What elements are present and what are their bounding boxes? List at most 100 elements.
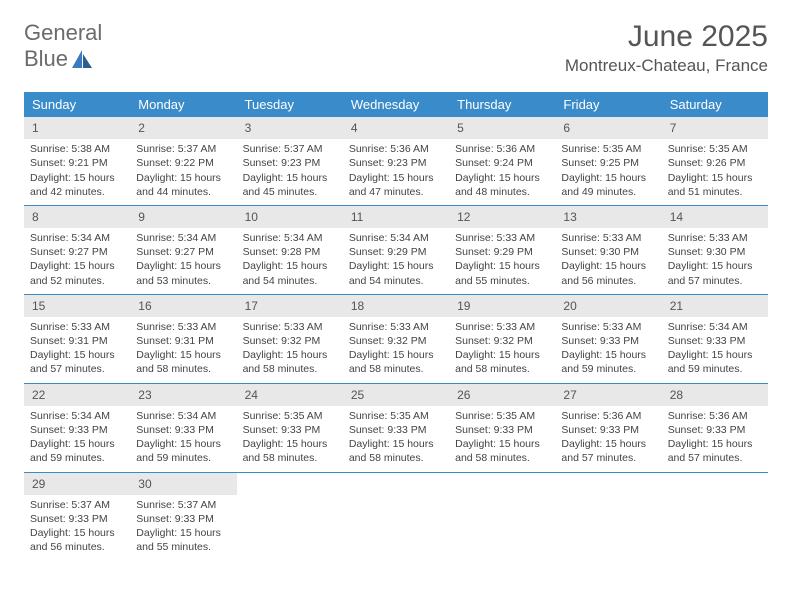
sunrise-line: Sunrise: 5:35 AM: [668, 142, 762, 156]
day-number: 5: [449, 117, 555, 139]
sunrise-line: Sunrise: 5:33 AM: [561, 320, 655, 334]
week-row: 22Sunrise: 5:34 AMSunset: 9:33 PMDayligh…: [24, 384, 768, 473]
day-number: 28: [662, 384, 768, 406]
sunset-line: Sunset: 9:33 PM: [136, 423, 230, 437]
day-cell: 17Sunrise: 5:33 AMSunset: 9:32 PMDayligh…: [237, 295, 343, 383]
day-cell: 16Sunrise: 5:33 AMSunset: 9:31 PMDayligh…: [130, 295, 236, 383]
sunset-line: Sunset: 9:32 PM: [243, 334, 337, 348]
daylight-line: Daylight: 15 hours and 58 minutes.: [136, 348, 230, 376]
daylight-line: Daylight: 15 hours and 57 minutes.: [30, 348, 124, 376]
day-cell: 7Sunrise: 5:35 AMSunset: 9:26 PMDaylight…: [662, 117, 768, 205]
sunset-line: Sunset: 9:32 PM: [349, 334, 443, 348]
day-cell: 11Sunrise: 5:34 AMSunset: 9:29 PMDayligh…: [343, 206, 449, 294]
sunset-line: Sunset: 9:29 PM: [349, 245, 443, 259]
daylight-line: Daylight: 15 hours and 55 minutes.: [136, 526, 230, 554]
daylight-line: Daylight: 15 hours and 59 minutes.: [561, 348, 655, 376]
day-number: 1: [24, 117, 130, 139]
sunset-line: Sunset: 9:33 PM: [668, 334, 762, 348]
day-number: 18: [343, 295, 449, 317]
daylight-line: Daylight: 15 hours and 53 minutes.: [136, 259, 230, 287]
day-number: 10: [237, 206, 343, 228]
sunset-line: Sunset: 9:33 PM: [30, 512, 124, 526]
daylight-line: Daylight: 15 hours and 56 minutes.: [30, 526, 124, 554]
header: General Blue June 2025 Montreux-Chateau,…: [24, 20, 768, 76]
day-cell: 9 Sunrise: 5:34 AMSunset: 9:27 PMDaylight…: [130, 206, 236, 294]
day-number: 17: [237, 295, 343, 317]
day-number: 29: [24, 473, 130, 495]
day-number: 23: [130, 384, 236, 406]
sunset-line: Sunset: 9:26 PM: [668, 156, 762, 170]
day-cell: 25Sunrise: 5:35 AMSunset: 9:33 PMDayligh…: [343, 384, 449, 472]
day-number: 16: [130, 295, 236, 317]
logo-gray: General: [24, 20, 102, 45]
sunrise-line: Sunrise: 5:35 AM: [243, 409, 337, 423]
empty-cell: [237, 473, 343, 561]
logo-sail-icon: [72, 50, 94, 68]
sunrise-line: Sunrise: 5:36 AM: [668, 409, 762, 423]
day-number: 27: [555, 384, 661, 406]
empty-cell: [555, 473, 661, 561]
sunset-line: Sunset: 9:32 PM: [455, 334, 549, 348]
daylight-line: Daylight: 15 hours and 51 minutes.: [668, 171, 762, 199]
sunrise-line: Sunrise: 5:38 AM: [30, 142, 124, 156]
day-number: 2: [130, 117, 236, 139]
sunrise-line: Sunrise: 5:34 AM: [30, 409, 124, 423]
day-number: 15: [24, 295, 130, 317]
daylight-line: Daylight: 15 hours and 59 minutes.: [30, 437, 124, 465]
day-cell: 4Sunrise: 5:36 AMSunset: 9:23 PMDaylight…: [343, 117, 449, 205]
month-title: June 2025: [565, 20, 768, 54]
location: Montreux-Chateau, France: [565, 56, 768, 76]
day-number: 4: [343, 117, 449, 139]
sunset-line: Sunset: 9:33 PM: [243, 423, 337, 437]
daylight-line: Daylight: 15 hours and 54 minutes.: [243, 259, 337, 287]
sunset-line: Sunset: 9:31 PM: [30, 334, 124, 348]
day-number: 12: [449, 206, 555, 228]
sunset-line: Sunset: 9:24 PM: [455, 156, 549, 170]
sunrise-line: Sunrise: 5:34 AM: [136, 231, 230, 245]
day-cell: 10 Sunrise: 5:34 AMSunset: 9:28 PMDayligh…: [237, 206, 343, 294]
day-cell: 24Sunrise: 5:35 AMSunset: 9:33 PMDayligh…: [237, 384, 343, 472]
sunset-line: Sunset: 9:33 PM: [455, 423, 549, 437]
day-number: 6: [555, 117, 661, 139]
day-cell: 3Sunrise: 5:37 AMSunset: 9:23 PMDaylight…: [237, 117, 343, 205]
day-cell: 29Sunrise: 5:37 AMSunset: 9:33 PMDayligh…: [24, 473, 130, 561]
day-number: 9: [130, 206, 236, 228]
empty-cell: [662, 473, 768, 561]
sunrise-line: Sunrise: 5:35 AM: [349, 409, 443, 423]
daylight-line: Daylight: 15 hours and 56 minutes.: [561, 259, 655, 287]
sunrise-line: Sunrise: 5:35 AM: [561, 142, 655, 156]
sunrise-line: Sunrise: 5:33 AM: [455, 231, 549, 245]
day-cell: 27Sunrise: 5:36 AMSunset: 9:33 PMDayligh…: [555, 384, 661, 472]
daylight-line: Daylight: 15 hours and 57 minutes.: [668, 259, 762, 287]
day-cell: 14Sunrise: 5:33 AMSunset: 9:30 PMDayligh…: [662, 206, 768, 294]
sunrise-line: Sunrise: 5:35 AM: [455, 409, 549, 423]
daylight-line: Daylight: 15 hours and 44 minutes.: [136, 171, 230, 199]
sunset-line: Sunset: 9:23 PM: [349, 156, 443, 170]
sunrise-line: Sunrise: 5:33 AM: [349, 320, 443, 334]
sunset-line: Sunset: 9:27 PM: [136, 245, 230, 259]
sunset-line: Sunset: 9:28 PM: [243, 245, 337, 259]
day-cell: 26Sunrise: 5:35 AMSunset: 9:33 PMDayligh…: [449, 384, 555, 472]
day-cell: 23Sunrise: 5:34 AMSunset: 9:33 PMDayligh…: [130, 384, 236, 472]
sunrise-line: Sunrise: 5:37 AM: [136, 142, 230, 156]
day-number: 30: [130, 473, 236, 495]
sunrise-line: Sunrise: 5:33 AM: [455, 320, 549, 334]
day-number: 26: [449, 384, 555, 406]
empty-cell: [343, 473, 449, 561]
daylight-line: Daylight: 15 hours and 47 minutes.: [349, 171, 443, 199]
day-cell: 30Sunrise: 5:37 AMSunset: 9:33 PMDayligh…: [130, 473, 236, 561]
day-cell: 6Sunrise: 5:35 AMSunset: 9:25 PMDaylight…: [555, 117, 661, 205]
sunrise-line: Sunrise: 5:34 AM: [243, 231, 337, 245]
sunrise-line: Sunrise: 5:34 AM: [349, 231, 443, 245]
dayname: Monday: [130, 92, 236, 117]
daylight-line: Daylight: 15 hours and 55 minutes.: [455, 259, 549, 287]
sunrise-line: Sunrise: 5:33 AM: [136, 320, 230, 334]
logo-text: General Blue: [24, 20, 102, 72]
sunrise-line: Sunrise: 5:36 AM: [561, 409, 655, 423]
sunset-line: Sunset: 9:22 PM: [136, 156, 230, 170]
day-cell: 22Sunrise: 5:34 AMSunset: 9:33 PMDayligh…: [24, 384, 130, 472]
day-cell: 1Sunrise: 5:38 AMSunset: 9:21 PMDaylight…: [24, 117, 130, 205]
week-row: 15Sunrise: 5:33 AMSunset: 9:31 PMDayligh…: [24, 295, 768, 384]
daylight-line: Daylight: 15 hours and 59 minutes.: [136, 437, 230, 465]
sunset-line: Sunset: 9:33 PM: [136, 512, 230, 526]
